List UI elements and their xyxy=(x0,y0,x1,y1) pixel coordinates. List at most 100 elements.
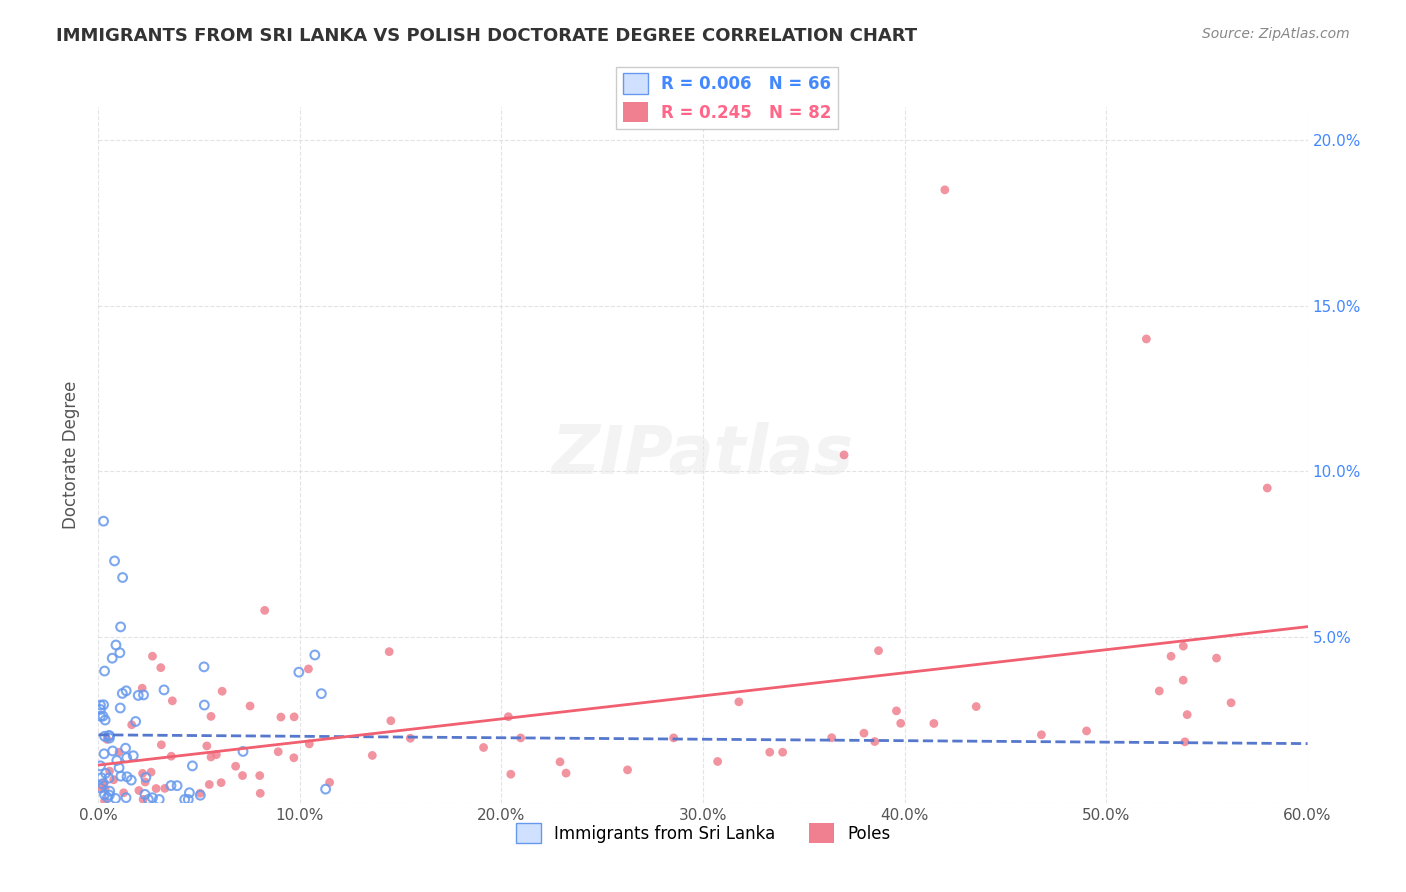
Immigrants from Sri Lanka xyxy=(122,748,145,763)
Immigrants from Sri Lanka xyxy=(120,773,142,788)
Immigrants from Sri Lanka xyxy=(177,792,200,806)
Poles xyxy=(200,709,222,723)
Immigrants from Sri Lanka xyxy=(105,754,128,768)
Immigrants from Sri Lanka xyxy=(127,689,149,703)
Poles xyxy=(378,645,401,659)
Poles xyxy=(298,737,321,751)
Immigrants from Sri Lanka xyxy=(311,687,333,701)
Poles xyxy=(380,714,402,728)
Poles xyxy=(131,681,153,696)
Poles xyxy=(283,710,305,724)
Immigrants from Sri Lanka xyxy=(97,729,120,743)
Poles xyxy=(112,786,135,800)
Immigrants from Sri Lanka xyxy=(101,744,124,758)
Immigrants from Sri Lanka xyxy=(179,786,201,800)
Poles xyxy=(209,775,232,789)
Immigrants from Sri Lanka xyxy=(93,788,115,802)
Poles xyxy=(616,763,638,777)
Immigrants from Sri Lanka xyxy=(315,782,337,797)
Immigrants from Sri Lanka xyxy=(148,792,170,806)
Poles xyxy=(472,740,495,755)
Poles xyxy=(1031,728,1053,742)
Poles xyxy=(662,731,685,745)
Poles xyxy=(121,717,143,731)
Poles xyxy=(139,765,162,780)
Immigrants from Sri Lanka xyxy=(110,769,132,783)
Text: IMMIGRANTS FROM SRI LANKA VS POLISH DOCTORATE DEGREE CORRELATION CHART: IMMIGRANTS FROM SRI LANKA VS POLISH DOCT… xyxy=(56,27,917,45)
Immigrants from Sri Lanka xyxy=(108,761,131,775)
Immigrants from Sri Lanka xyxy=(288,665,311,680)
Poles xyxy=(249,786,271,800)
Poles xyxy=(499,767,522,781)
Immigrants from Sri Lanka xyxy=(93,747,115,761)
Immigrants from Sri Lanka xyxy=(132,688,155,702)
Poles xyxy=(852,726,875,740)
Immigrants from Sri Lanka xyxy=(232,744,254,758)
Immigrants from Sri Lanka xyxy=(98,788,121,802)
Immigrants from Sri Lanka xyxy=(153,682,176,697)
Immigrants from Sri Lanka xyxy=(166,779,188,793)
Poles xyxy=(145,781,167,796)
Poles xyxy=(361,748,384,763)
Poles xyxy=(1149,684,1171,698)
Poles xyxy=(886,704,908,718)
Poles xyxy=(821,731,844,745)
Poles xyxy=(934,183,956,197)
Immigrants from Sri Lanka xyxy=(141,790,163,805)
Poles xyxy=(162,694,184,708)
Immigrants from Sri Lanka xyxy=(108,646,131,660)
Y-axis label: Doctorate Degree: Doctorate Degree xyxy=(62,381,80,529)
Poles xyxy=(249,768,271,782)
Poles xyxy=(297,662,319,676)
Immigrants from Sri Lanka xyxy=(89,781,111,796)
Poles xyxy=(211,684,233,698)
Poles xyxy=(868,643,890,657)
Poles xyxy=(283,751,305,765)
Poles xyxy=(96,732,118,747)
Immigrants from Sri Lanka xyxy=(94,766,117,780)
Immigrants from Sri Lanka xyxy=(91,777,114,791)
Immigrants from Sri Lanka xyxy=(93,514,115,528)
Poles xyxy=(225,759,247,773)
Immigrants from Sri Lanka xyxy=(93,729,115,743)
Poles xyxy=(267,745,290,759)
Immigrants from Sri Lanka xyxy=(101,651,124,665)
Poles xyxy=(128,783,150,797)
Poles xyxy=(965,699,987,714)
Immigrants from Sri Lanka xyxy=(96,790,118,805)
Immigrants from Sri Lanka xyxy=(160,779,183,793)
Poles xyxy=(134,775,156,789)
Immigrants from Sri Lanka xyxy=(138,792,160,806)
Poles xyxy=(1076,723,1098,738)
Poles xyxy=(318,775,340,789)
Poles xyxy=(231,768,253,782)
Poles xyxy=(239,698,262,713)
Immigrants from Sri Lanka xyxy=(193,660,215,674)
Text: ZIPatlas: ZIPatlas xyxy=(553,422,853,488)
Poles xyxy=(1175,707,1198,722)
Poles xyxy=(150,738,173,752)
Immigrants from Sri Lanka xyxy=(181,759,204,773)
Immigrants from Sri Lanka xyxy=(90,771,112,785)
Poles xyxy=(98,764,121,778)
Immigrants from Sri Lanka xyxy=(94,713,117,727)
Immigrants from Sri Lanka xyxy=(304,648,326,662)
Poles xyxy=(498,709,520,723)
Poles xyxy=(832,448,855,462)
Poles xyxy=(399,731,422,746)
Poles xyxy=(149,660,172,674)
Immigrants from Sri Lanka xyxy=(98,731,121,745)
Immigrants from Sri Lanka xyxy=(115,683,138,698)
Poles xyxy=(131,766,153,780)
Immigrants from Sri Lanka xyxy=(134,788,156,802)
Immigrants from Sri Lanka xyxy=(93,664,115,678)
Poles xyxy=(141,649,163,664)
Immigrants from Sri Lanka xyxy=(89,709,111,723)
Poles xyxy=(188,786,211,800)
Poles xyxy=(706,755,728,769)
Immigrants from Sri Lanka xyxy=(104,791,127,805)
Poles xyxy=(1256,481,1278,495)
Poles xyxy=(90,780,112,795)
Poles xyxy=(1173,639,1195,653)
Immigrants from Sri Lanka xyxy=(89,698,111,713)
